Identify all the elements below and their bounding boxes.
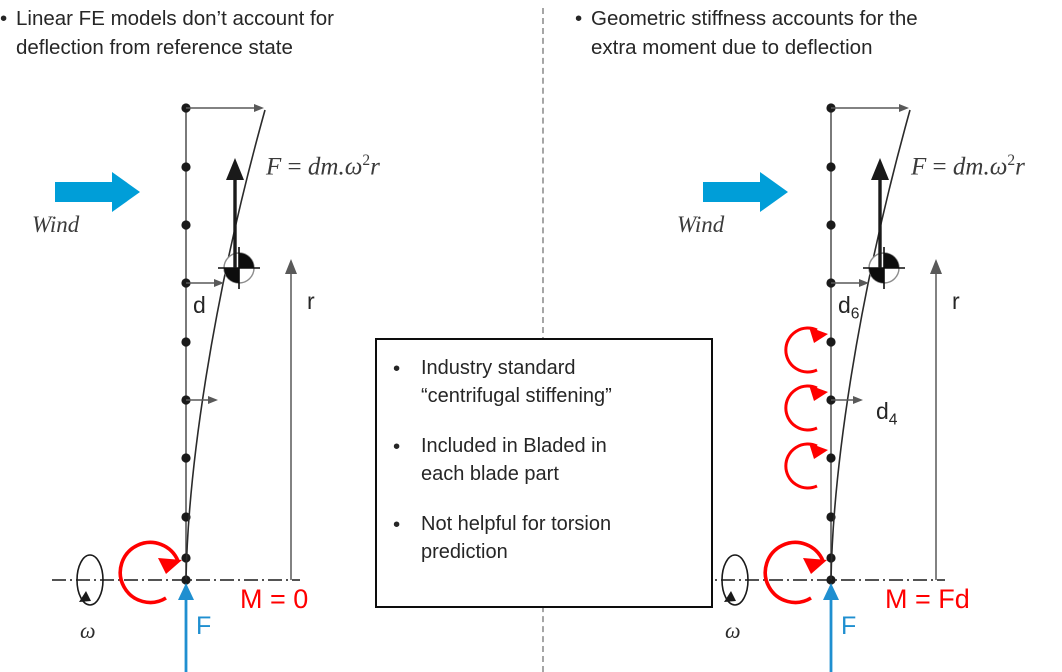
right-formula: F = dm.ω2r: [911, 152, 1025, 181]
right-moment-label: M = Fd: [885, 584, 970, 614]
deflected-blade: [830, 109, 911, 581]
formula-omega: ω: [344, 153, 363, 181]
left-heading: • Linear FE models don’t account for def…: [0, 4, 430, 62]
left-panel: • Linear FE models don’t account for def…: [0, 4, 430, 672]
formula-equals: =: [932, 153, 947, 181]
formula-lhs: F: [911, 153, 927, 181]
left-radius-label: r: [307, 288, 315, 314]
d4-subscript: 4: [888, 411, 898, 429]
formula-rhs-b: r: [1015, 153, 1025, 181]
left-heading-text: Linear FE models don’t account for defle…: [16, 7, 334, 59]
centrifugal-force-arrow: [871, 158, 889, 268]
bullet-icon: •: [575, 7, 583, 30]
info-box-item-text: Not helpful for torsion prediction: [421, 513, 612, 563]
radius-arrow: [930, 259, 942, 580]
force-arrow-blue: [823, 583, 839, 672]
info-box-item: • Not helpful for torsion prediction: [393, 510, 701, 566]
right-force-label: F: [841, 612, 857, 640]
info-box-item-text: Industry standard “centrifugal stiffenin…: [421, 357, 612, 407]
deflection-arrow-top: [186, 104, 264, 112]
centrifugal-force-arrow: [226, 158, 244, 268]
left-deflection-label: d: [193, 292, 206, 318]
right-deflection-label-upper: d6: [838, 292, 860, 324]
deflection-arrow-mid: [186, 396, 218, 404]
left-formula: F = dm.ω2r: [266, 152, 380, 181]
info-box-item: • Included in Bladed in each blade part: [393, 432, 701, 488]
deflected-blade: [185, 109, 266, 581]
nodal-moment-arc-3: [784, 442, 828, 490]
formula-rhs-a: dm.: [307, 153, 345, 181]
bullet-icon: •: [393, 357, 401, 380]
formula-exponent: 2: [1007, 152, 1016, 169]
info-box: • Industry standard “centrifugal stiffen…: [375, 338, 713, 608]
bullet-icon: •: [0, 7, 8, 30]
wind-arrow-icon: [703, 172, 788, 212]
undeflected-blade: [181, 103, 191, 585]
left-wind-label: Wind: [32, 212, 80, 237]
undeflected-blade: [826, 103, 836, 585]
force-arrow-blue: [178, 583, 194, 672]
left-omega-label: ω: [80, 618, 96, 643]
deflection-arrow-d6: [831, 279, 869, 287]
deflection-arrow-d: [186, 279, 224, 287]
formula-rhs-a: dm.: [952, 153, 990, 181]
bullet-icon: •: [393, 513, 401, 536]
center-of-mass-icon: [218, 247, 260, 289]
info-box-item: • Industry standard “centrifugal stiffen…: [393, 354, 701, 410]
moment-arc-red: [118, 540, 182, 605]
right-radius-label: r: [952, 288, 960, 314]
right-omega-label: ω: [725, 618, 741, 643]
left-force-label: F: [196, 612, 212, 640]
rotation-arrow-icon: [76, 554, 104, 606]
formula-lhs: F: [266, 153, 282, 181]
info-box-item-text: Included in Bladed in each blade part: [421, 435, 607, 485]
bullet-icon: •: [393, 435, 401, 458]
left-moment-label: M = 0: [240, 584, 309, 614]
d6-base: d: [838, 292, 851, 318]
d6-subscript: 6: [850, 305, 860, 323]
left-diagram-svg: [52, 103, 300, 672]
deflection-arrow-top: [831, 104, 909, 112]
rotation-arrow-icon: [721, 554, 749, 606]
wind-arrow-icon: [55, 172, 140, 212]
right-heading-text: Geometric stiffness accounts for the ext…: [591, 7, 918, 59]
nodal-moment-arc-2: [784, 384, 828, 432]
right-panel: • Geometric stiffness accounts for the e…: [531, 0, 1062, 672]
deflection-arrow-d4: [831, 396, 863, 404]
right-diagram-svg: [697, 103, 945, 672]
nodal-moment-arc-1: [784, 326, 828, 374]
right-deflection-label-lower: d4: [876, 398, 898, 430]
formula-exponent: 2: [362, 152, 371, 169]
radius-arrow: [285, 259, 297, 580]
moment-arc-red: [763, 540, 827, 605]
center-of-mass-icon: [863, 247, 905, 289]
formula-equals: =: [287, 153, 302, 181]
formula-rhs-b: r: [370, 153, 380, 181]
formula-omega: ω: [989, 153, 1008, 181]
right-heading: • Geometric stiffness accounts for the e…: [575, 4, 1045, 62]
right-wind-label: Wind: [677, 212, 725, 237]
d4-base: d: [876, 398, 889, 424]
